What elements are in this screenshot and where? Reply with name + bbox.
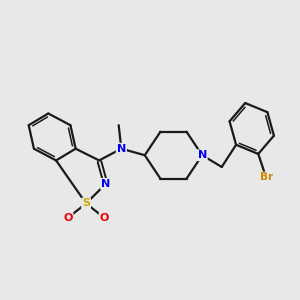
Text: N: N (197, 150, 207, 160)
Text: N: N (117, 144, 126, 154)
Text: O: O (63, 213, 73, 223)
Text: N: N (101, 179, 110, 189)
Text: Br: Br (260, 172, 273, 182)
Text: O: O (100, 213, 109, 223)
Text: S: S (82, 199, 90, 208)
